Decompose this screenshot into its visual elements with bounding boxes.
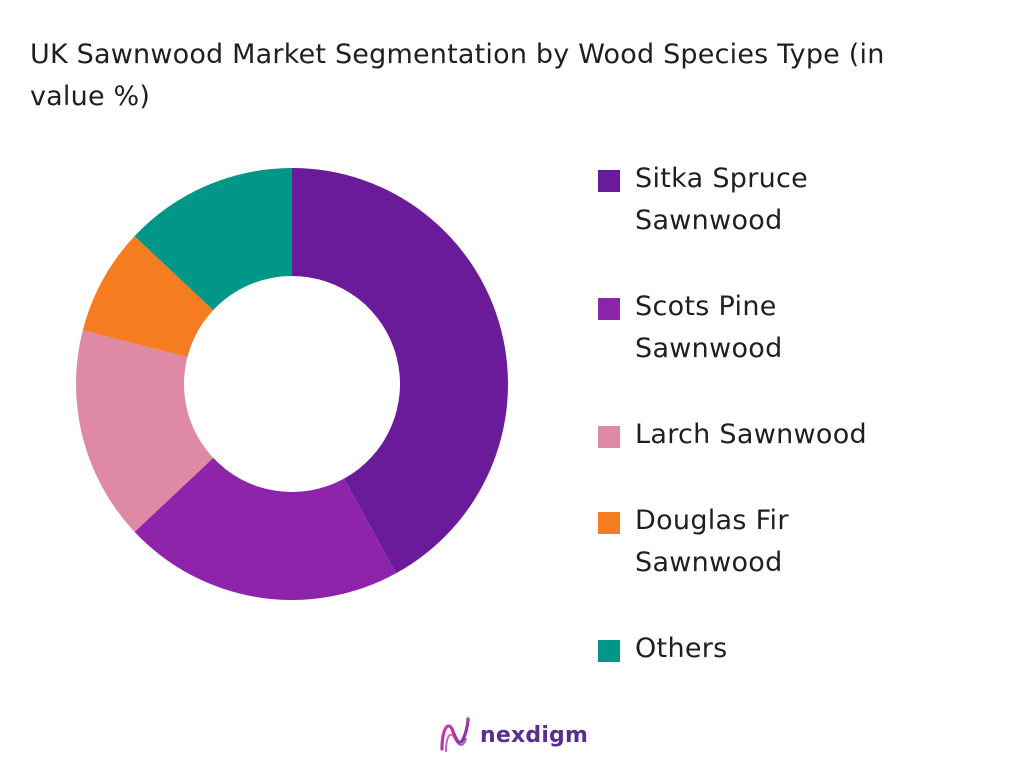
- donut-slice-sitka-spruce-sawnwood: [292, 168, 509, 574]
- legend-label: Scots Pine Sawnwood: [635, 291, 783, 364]
- legend-label: Sitka Spruce Sawnwood: [635, 163, 809, 236]
- legend-swatch: [598, 640, 620, 662]
- nexdigm-logo-icon: [440, 717, 470, 752]
- legend-item-sitka-spruce-sawnwood: Sitka Spruce Sawnwood: [598, 158, 925, 242]
- donut-slice-others: [134, 168, 292, 311]
- legend-item-douglas-fir-sawnwood: Douglas Fir Sawnwood: [598, 500, 925, 584]
- legend-swatch: [598, 512, 620, 534]
- chart-title: UK Sawnwood Market Segmentation by Wood …: [30, 39, 885, 112]
- brand-logo: nexdigm: [438, 715, 588, 755]
- legend-item-others: Others: [598, 628, 925, 670]
- legend-label: Larch Sawnwood: [635, 419, 867, 450]
- legend-swatch: [598, 426, 620, 448]
- legend-swatch: [598, 298, 620, 320]
- donut-slice-douglas-fir-sawnwood: [82, 236, 214, 358]
- legend-label: Others: [635, 633, 728, 664]
- donut-chart: [76, 168, 509, 600]
- donut-slice-scots-pine-sawnwood: [134, 457, 397, 600]
- legend-label: Douglas Fir Sawnwood: [635, 505, 789, 578]
- legend-swatch: [598, 170, 620, 192]
- legend-item-scots-pine-sawnwood: Scots Pine Sawnwood: [598, 286, 925, 370]
- legend-item-larch-sawnwood: Larch Sawnwood: [598, 414, 925, 456]
- donut-slice-larch-sawnwood: [76, 330, 214, 532]
- brand-name: nexdigm: [480, 722, 589, 748]
